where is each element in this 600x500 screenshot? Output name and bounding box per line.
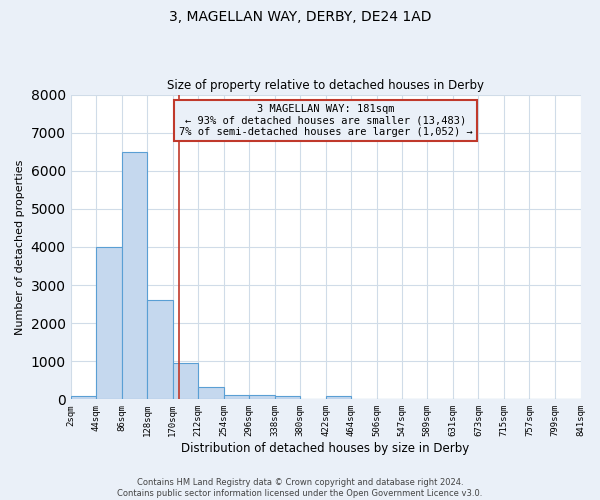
Bar [96,247,122,400]
Bar [275,396,300,400]
X-axis label: Distribution of detached houses by size in Derby: Distribution of detached houses by size … [181,442,470,455]
Bar [122,152,147,400]
Bar [147,300,173,400]
Bar [224,395,249,400]
Bar [71,396,96,400]
Bar [173,363,198,400]
Text: 3, MAGELLAN WAY, DERBY, DE24 1AD: 3, MAGELLAN WAY, DERBY, DE24 1AD [169,10,431,24]
Title: Size of property relative to detached houses in Derby: Size of property relative to detached ho… [167,79,484,92]
Bar [198,387,224,400]
Bar [326,396,352,400]
Text: 3 MAGELLAN WAY: 181sqm
← 93% of detached houses are smaller (13,483)
7% of semi-: 3 MAGELLAN WAY: 181sqm ← 93% of detached… [179,104,472,137]
Bar [249,395,275,400]
Y-axis label: Number of detached properties: Number of detached properties [15,160,25,334]
Text: Contains HM Land Registry data © Crown copyright and database right 2024.
Contai: Contains HM Land Registry data © Crown c… [118,478,482,498]
